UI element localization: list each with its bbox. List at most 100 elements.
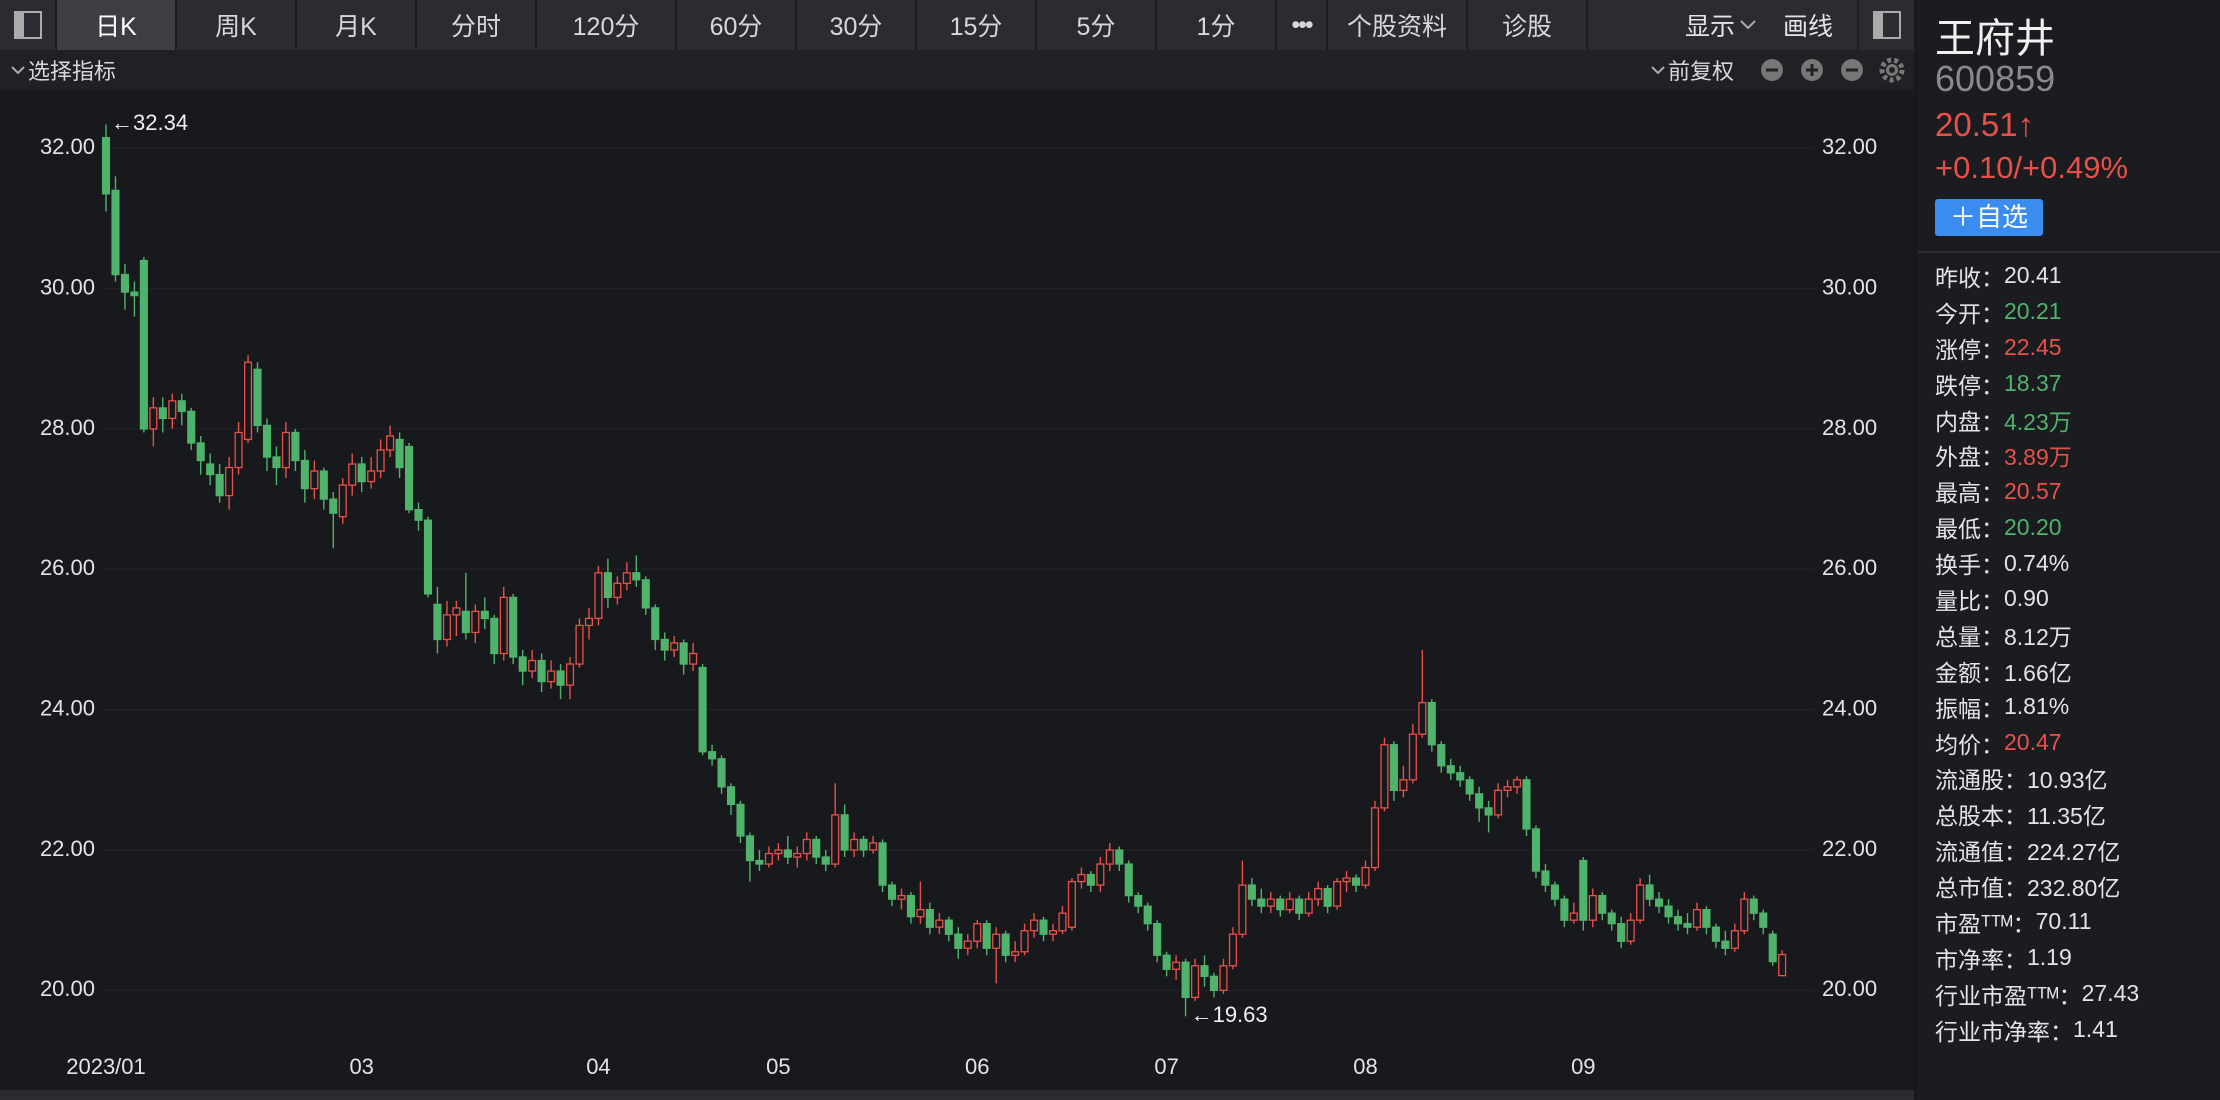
row-label: 行业市盈ᵀᵀᴹ： [1935,982,2082,1009]
tab[interactable]: 120分 [537,0,677,50]
candle-body [499,596,508,655]
candle-body [433,603,442,641]
candle-body [869,842,878,851]
display-menu[interactable]: 显示 [1685,0,1783,50]
quote-row: 行业市盈ᵀᵀᴹ： 27.43 [1918,976,2220,1012]
candle-body [1730,930,1739,949]
candle-body [120,273,129,293]
quote-row: 总市值： 232.80亿 [1918,868,2220,904]
row-label: 内盘： [1935,408,2004,435]
draw-button[interactable]: 画线 [1783,0,1857,50]
candle-body [1683,923,1692,928]
candle-body [565,663,575,686]
row-value: 10.93亿 [2027,767,2108,794]
candle-body [376,449,385,472]
candle-body [139,259,148,430]
zoom-out[interactable] [1761,59,1783,81]
row-label: 流通股： [1935,767,2027,794]
zoom-reset[interactable] [1841,59,1863,81]
adjust-select[interactable]: 前复权 [1648,50,1734,90]
row-label: 量比： [1935,587,2004,614]
chart-background [0,90,1914,1100]
toolbar: 日K 周K 月K 分时 120分 60分 30分 15分 5分 1分 ••• 个股资料 诊股 显示 画线 [0,0,1914,50]
candle-body [518,656,527,672]
candle-body [982,923,991,949]
y-tick-label-right: 20.00 [1822,976,1877,1001]
tab[interactable]: 月K [297,0,417,50]
quote-row: 跌停： 18.37 [1918,366,2220,402]
tab[interactable]: 60分 [677,0,797,50]
tab-strip: 日K 周K 月K 分时 120分 60分 30分 15分 5分 1分 ••• 个股资料 诊股 [57,0,1588,50]
row-label: 昨收： [1935,264,2004,291]
tab[interactable]: 个股资料 [1328,0,1468,50]
candle-body [1437,744,1446,767]
candle-body [1333,880,1342,907]
candle-body [206,463,215,476]
row-value: 1.41 [2073,1016,2118,1043]
candle-body [821,856,830,865]
candle-body [1588,894,1597,921]
row-value: 20.21 [2004,298,2062,325]
candle-body [1494,789,1503,816]
candle-body [1673,916,1683,925]
panel-icon [1872,11,1901,39]
y-tick-label-right: 22.00 [1822,836,1877,861]
candle-body [689,652,698,665]
candle-body [708,751,717,760]
tab[interactable]: 5分 [1037,0,1157,50]
candle-body [1361,866,1370,886]
zoom-in[interactable] [1801,59,1823,81]
tab[interactable]: 30分 [797,0,917,50]
row-value: 27.43 [2081,980,2140,1007]
tab[interactable]: 日K [57,0,177,50]
quote-row: 流通股： 10.93亿 [1918,760,2220,796]
row-value: 20.41 [2004,262,2062,289]
candle-body [1001,933,1010,956]
row-value: 1.81% [2004,693,2070,720]
tab[interactable]: 15分 [917,0,1037,50]
indicator-select[interactable]: 选择指标 [8,50,116,90]
candle-body [338,484,347,518]
candle-body [1503,786,1512,792]
y-tick-label-right: 24.00 [1822,695,1877,720]
tab[interactable]: 分时 [417,0,537,50]
candle-body [1380,744,1389,809]
candle-body [1162,954,1171,970]
row-value: 1.19 [2027,944,2072,971]
quote-row: 外盘： 3.89万 [1918,437,2220,473]
y-tick-label: 20.00 [40,976,95,1001]
tab[interactable]: 周K [177,0,297,50]
candle-body [992,933,1001,949]
candle-body [897,894,906,900]
candle-body [954,933,963,949]
candle-body [187,410,196,444]
y-tick-label-right: 28.00 [1822,415,1877,440]
candle-body [1304,898,1313,914]
row-value: 11.35亿 [2027,803,2106,830]
x-tick-label: 06 [965,1054,989,1079]
candle-body [802,838,811,855]
candle-body [1626,919,1635,942]
quote-row: 涨停： 22.45 [1918,330,2220,366]
candle-body [1512,779,1522,788]
candle-body [793,852,802,858]
candle-body [973,923,982,942]
sidebar-toggle[interactable] [0,0,57,50]
row-label: 最高： [1935,480,2004,507]
row-value: 20.47 [2004,729,2062,756]
candle-body [386,435,395,451]
row-label: 涨停： [1935,336,2004,363]
candle-body [111,189,120,276]
row-value: 232.80亿 [2027,875,2121,902]
tab[interactable]: ••• [1277,0,1328,50]
candle-body [622,572,631,584]
tab[interactable]: 诊股 [1468,0,1588,50]
tab[interactable]: 1分 [1157,0,1277,50]
candle-body [745,835,755,862]
candle-body [840,814,849,851]
settings[interactable] [1879,57,1905,83]
candle-body [300,459,309,490]
panel-toggle[interactable] [1857,0,1914,50]
watchlist-button[interactable]: ＋自选 [1935,199,2043,236]
row-value: 0.90 [2004,585,2049,612]
